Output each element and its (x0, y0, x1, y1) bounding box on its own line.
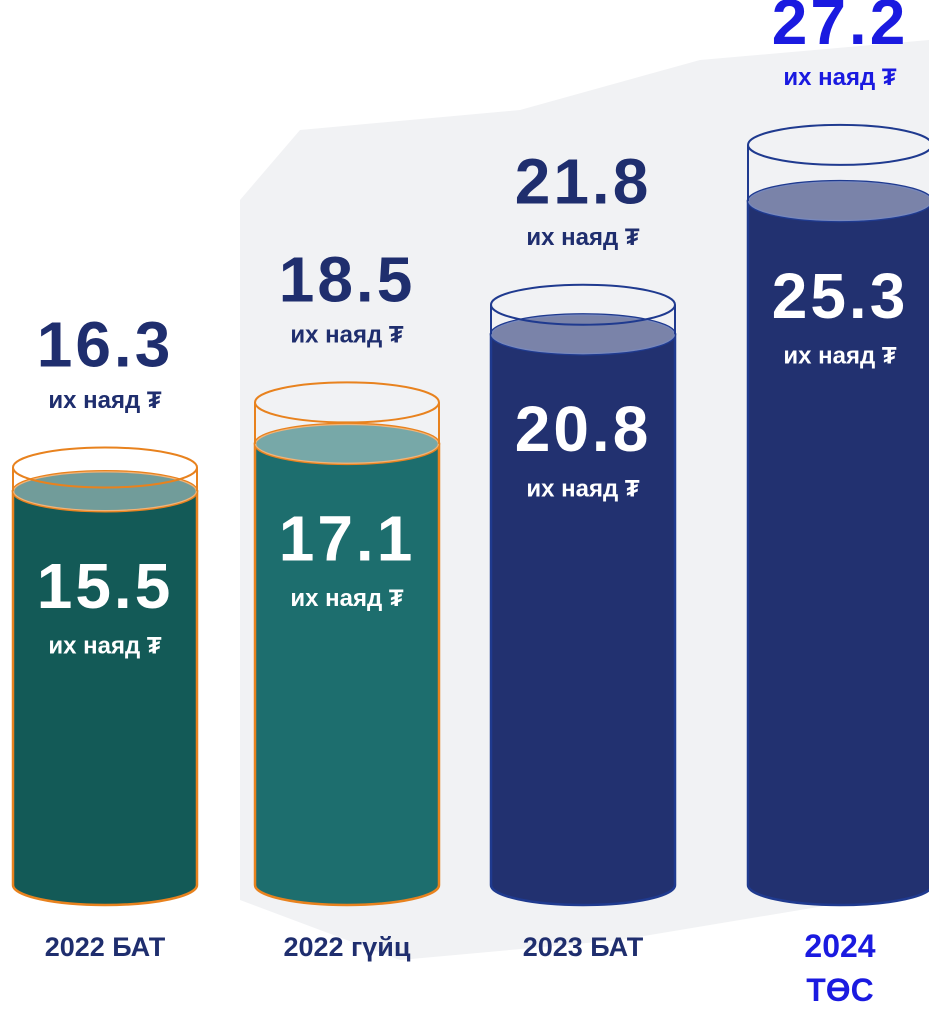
cylinder-fill (746, 199, 929, 907)
fill-top-shine (13, 471, 197, 512)
category-label: 2024 ТӨС (804, 928, 876, 1008)
total-value-label: 18.5 (279, 243, 416, 315)
cylinder-outline (12, 467, 198, 492)
fill-value-label: 25.3 (772, 260, 909, 332)
fill-top-shine (255, 423, 439, 464)
category-label: 2022 гүйц (283, 932, 411, 962)
fill-unit-label: их наяд ₮ (526, 476, 640, 503)
total-unit-label: их наяд ₮ (290, 322, 404, 349)
fill-unit-label: их наяд ₮ (783, 342, 897, 369)
total-unit-label: их наяд ₮ (48, 387, 162, 414)
cylinder-top (254, 381, 440, 424)
total-value-label: 21.8 (515, 146, 652, 218)
cylinder-fill (11, 489, 199, 907)
cylinder-outline (747, 144, 749, 202)
fill-top-shine (491, 314, 675, 355)
cylinder-top (747, 123, 929, 166)
fill-value-label: 15.5 (37, 550, 174, 622)
fill-value-label: 17.1 (279, 503, 416, 575)
fill-value-label: 20.8 (515, 393, 652, 465)
total-unit-label: их наяд ₮ (783, 64, 897, 91)
fill-unit-label: их наяд ₮ (290, 585, 404, 612)
cylinder-top (490, 283, 676, 326)
cylinder-outline (254, 402, 440, 444)
cylinder-fill (253, 442, 441, 907)
total-value-label: 27.2 (772, 0, 909, 58)
total-value-label: 16.3 (37, 308, 174, 380)
cylinder-fill (489, 333, 677, 907)
fill-unit-label: их наяд ₮ (48, 633, 162, 660)
category-label: 2023 БАТ (522, 932, 644, 962)
category-label: 2022 БАТ (44, 932, 166, 962)
total-unit-label: их наяд ₮ (526, 224, 640, 251)
fill-top-shine (748, 181, 929, 222)
cylinder-top (12, 446, 198, 489)
cylinder-outline (490, 304, 676, 335)
